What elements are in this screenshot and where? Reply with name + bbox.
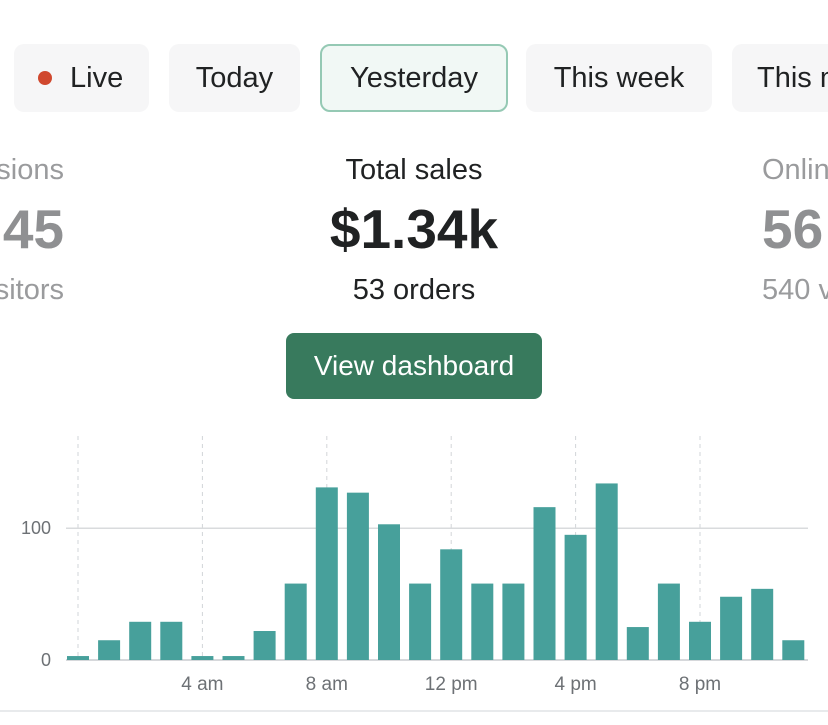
tab-live[interactable]: Live (14, 44, 149, 112)
y-tick-label: 0 (41, 650, 51, 670)
bar (284, 583, 307, 660)
bar (98, 640, 121, 660)
x-tick-label: 8 pm (679, 674, 721, 695)
metric-total-sales-label: Total sales (345, 154, 483, 186)
x-tick-label: 12 pm (425, 674, 478, 695)
metric-online-store-sub: 540 v (762, 274, 828, 306)
tab-yesterday[interactable]: Yesterday (320, 44, 508, 112)
y-tick-label: 100 (21, 518, 51, 538)
metric-total-sales-sub: 53 orders (352, 274, 476, 306)
bar (440, 549, 463, 660)
tab-this-week[interactable]: This week (526, 44, 712, 112)
metric-total-sales-value: $1.34k (329, 198, 499, 260)
x-tick-label: 4 pm (554, 674, 596, 695)
bar (502, 583, 525, 660)
bar (129, 621, 152, 660)
date-range-tabs: Live Today Yesterday This week This mo (0, 44, 828, 112)
tab-this-week-label: This week (553, 61, 685, 94)
bar (595, 483, 618, 660)
bar (533, 507, 556, 660)
bar (751, 588, 774, 660)
tab-yesterday-label: Yesterday (350, 61, 478, 94)
tab-this-month[interactable]: This mo (732, 44, 828, 112)
bar (315, 487, 338, 660)
bar (657, 583, 680, 660)
x-tick-label: 8 am (306, 674, 348, 695)
metric-online-store: Onlin 56 540 v (762, 150, 828, 310)
bar (409, 583, 432, 660)
bar (222, 656, 245, 660)
bar (191, 656, 214, 660)
metric-sessions-sub: sitors (0, 274, 64, 306)
tab-today[interactable]: Today (169, 44, 300, 112)
bar (564, 534, 587, 660)
bar (160, 621, 183, 660)
metric-sessions-label: sions (0, 154, 64, 186)
metric-online-store-label: Onlin (762, 154, 828, 186)
tab-this-month-label: This mo (757, 61, 828, 94)
metric-sessions: sions 45 sitors (0, 150, 64, 310)
metric-online-store-value: 56 (762, 198, 824, 260)
bar (67, 656, 89, 660)
bar (626, 627, 649, 660)
view-dashboard-button[interactable]: View dashboard (286, 333, 542, 399)
bar (471, 583, 494, 660)
metric-sessions-value: 45 (2, 198, 64, 260)
bar (689, 621, 711, 660)
bar (253, 631, 276, 660)
view-dashboard-label: View dashboard (313, 350, 515, 381)
tab-today-label: Today (195, 61, 274, 94)
tab-live-label: Live (70, 61, 124, 94)
metric-total-sales: Total sales $1.34k 53 orders (214, 150, 614, 310)
bar (782, 640, 805, 660)
bar (346, 492, 369, 660)
x-tick-label: 4 am (181, 674, 223, 695)
live-dot-icon (38, 71, 52, 85)
bar (378, 524, 400, 660)
bar (720, 596, 743, 660)
